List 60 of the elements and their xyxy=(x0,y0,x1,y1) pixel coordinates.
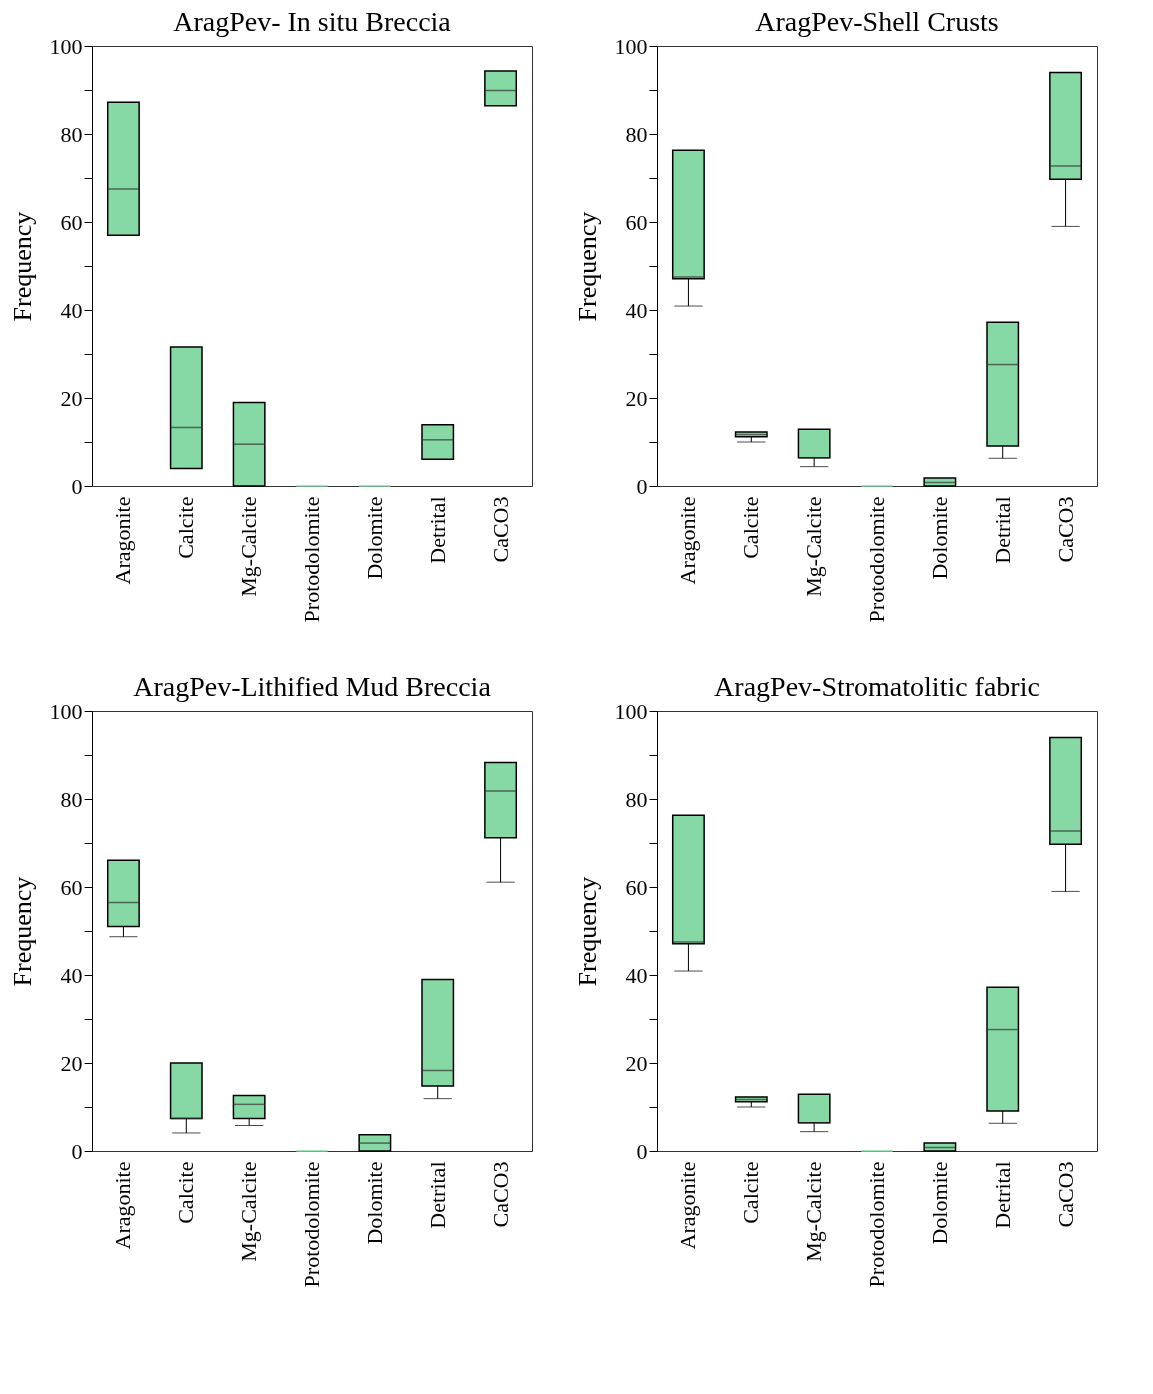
x-tick-label: Detrital xyxy=(989,1161,1015,1229)
y-tick-label: 60 xyxy=(625,209,648,235)
x-tick-label: Aragonite xyxy=(110,1161,136,1250)
y-tick-label: 100 xyxy=(614,698,648,724)
y-tick-label: 60 xyxy=(625,874,648,900)
x-tick-label: Detrital xyxy=(424,496,450,564)
y-tick-label: 20 xyxy=(625,1050,648,1076)
y-tick-label: 0 xyxy=(636,1138,648,1164)
x-tick-label: CaCO3 xyxy=(487,496,513,563)
y-tick-label: 100 xyxy=(49,698,83,724)
y-tick-label: 40 xyxy=(60,297,83,323)
x-tick-label: Protodolomite xyxy=(864,1161,889,1288)
chart-title: AragPev-Shell Crusts xyxy=(755,6,999,37)
chart-title: AragPev-Lithified Mud Breccia xyxy=(133,671,492,702)
x-tick-label: Calcite xyxy=(173,1161,199,1224)
x-tick-label: Mg-Calcite xyxy=(801,496,827,597)
x-tick-label: Calcite xyxy=(738,1161,764,1224)
y-tick-label: 80 xyxy=(60,121,83,147)
x-tick-label: Calcite xyxy=(738,496,764,559)
x-tick-label: Mg-Calcite xyxy=(801,1161,827,1262)
x-tick-label: Aragonite xyxy=(110,496,136,585)
x-tick-label: Aragonite xyxy=(675,496,701,585)
y-tick-label: 80 xyxy=(625,786,648,812)
y-tick-label: 20 xyxy=(60,1050,83,1076)
y-tick-label: 40 xyxy=(625,962,648,988)
x-tick-label: CaCO3 xyxy=(1052,496,1078,563)
y-tick-label: 0 xyxy=(636,473,648,499)
y-axis-title: Frequency xyxy=(7,211,37,322)
y-axis-title: Frequency xyxy=(572,876,602,987)
x-tick-label: Calcite xyxy=(173,496,199,559)
y-axis-title: Frequency xyxy=(7,876,37,987)
x-tick-label: Protodolomite xyxy=(864,496,889,623)
y-tick-label: 60 xyxy=(60,874,83,900)
x-tick-label: CaCO3 xyxy=(487,1161,513,1228)
chart-title: AragPev- In situ Breccia xyxy=(173,6,452,37)
chart-title: AragPev-Stromatolitic fabric xyxy=(714,671,1040,702)
x-tick-label: Mg-Calcite xyxy=(236,496,262,597)
y-tick-label: 0 xyxy=(71,1138,83,1164)
y-tick-label: 80 xyxy=(60,786,83,812)
y-tick-label: 80 xyxy=(625,121,648,147)
y-tick-label: 60 xyxy=(60,209,83,235)
x-tick-label: Protodolomite xyxy=(299,496,324,623)
x-tick-label: Aragonite xyxy=(675,1161,701,1250)
x-tick-label: CaCO3 xyxy=(1052,1161,1078,1228)
y-axis-title: Frequency xyxy=(572,211,602,322)
y-tick-label: 40 xyxy=(60,962,83,988)
y-tick-label: 100 xyxy=(49,33,83,59)
x-tick-label: Mg-Calcite xyxy=(236,1161,262,1262)
y-tick-label: 0 xyxy=(71,473,83,499)
x-tick-label: Detrital xyxy=(424,1161,450,1229)
x-tick-label: Dolomite xyxy=(926,1161,952,1245)
x-tick-label: Detrital xyxy=(989,496,1015,564)
x-tick-label: Protodolomite xyxy=(299,1161,324,1288)
x-tick-label: Dolomite xyxy=(926,496,952,580)
x-tick-label: Dolomite xyxy=(361,1161,387,1245)
y-tick-label: 100 xyxy=(614,33,648,59)
y-tick-label: 20 xyxy=(625,385,648,411)
x-tick-label: Dolomite xyxy=(361,496,387,580)
y-tick-label: 20 xyxy=(60,385,83,411)
y-tick-label: 40 xyxy=(625,297,648,323)
